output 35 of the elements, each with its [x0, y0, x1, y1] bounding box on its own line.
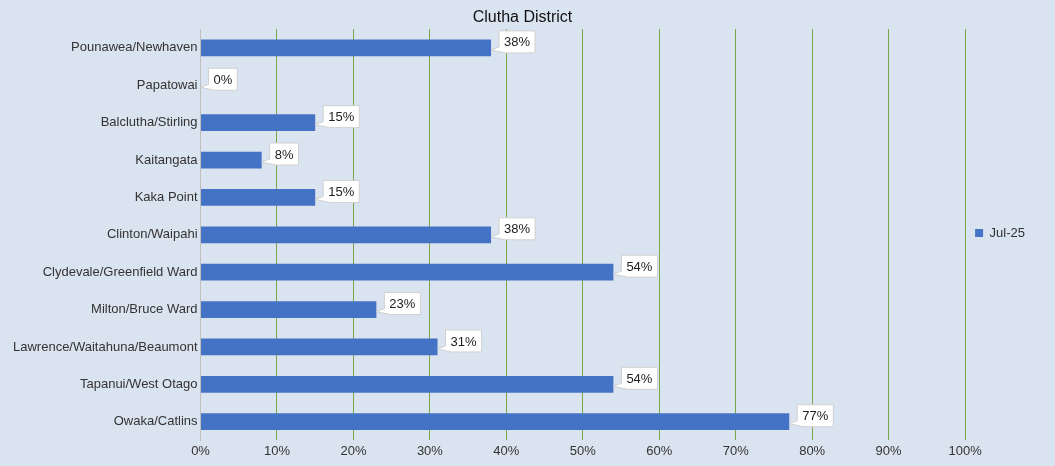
chart-title: Clutha District: [472, 8, 573, 26]
data-label: 31%: [450, 333, 477, 349]
data-label: 8%: [274, 146, 294, 162]
data-label: 23%: [389, 296, 416, 312]
x-tick-label: 0%: [191, 442, 211, 458]
x-tick-label: 10%: [263, 442, 291, 458]
data-label: 38%: [504, 221, 531, 237]
data-label: 77%: [802, 408, 829, 424]
y-tick-label: Kaka Point: [134, 189, 198, 204]
data-label: 15%: [328, 184, 355, 199]
x-tick-label: 90%: [875, 442, 903, 458]
data-label: 54%: [626, 258, 653, 274]
y-tick-label: Clydevale/Greenfield Ward: [42, 263, 198, 279]
x-tick-label: 100%: [948, 442, 983, 458]
x-tick-label: 30%: [416, 442, 444, 458]
data-label: 54%: [626, 370, 653, 386]
data-label: 15%: [328, 109, 355, 125]
x-tick-label: 50%: [569, 442, 597, 458]
y-tick-label: Milton/Bruce Ward: [91, 301, 198, 317]
data-label: 38%: [504, 34, 531, 50]
y-tick-label: Kaitangata: [135, 151, 199, 167]
y-tick-label: Tapanui/West Otago: [79, 375, 198, 391]
legend-label: Jul-25: [989, 224, 1026, 240]
x-tick-label: 70%: [722, 442, 750, 458]
y-tick-label: Balclutha/Stirling: [100, 114, 198, 130]
y-tick-label: Clinton/Waipahi: [106, 226, 198, 242]
data-label: 0%: [213, 71, 233, 87]
x-tick-label: 60%: [646, 442, 673, 458]
y-tick-label: Owaka/Catlins: [113, 413, 199, 429]
x-tick-label: 40%: [493, 442, 520, 458]
y-tick-label: Papatowai: [136, 76, 198, 92]
y-tick-label: Pounawea/Newhaven: [71, 39, 198, 55]
x-tick-label: 80%: [799, 442, 826, 458]
y-tick-label: Lawrence/Waitahuna/Beaumont: [12, 338, 198, 354]
x-tick-label: 20%: [340, 442, 367, 458]
